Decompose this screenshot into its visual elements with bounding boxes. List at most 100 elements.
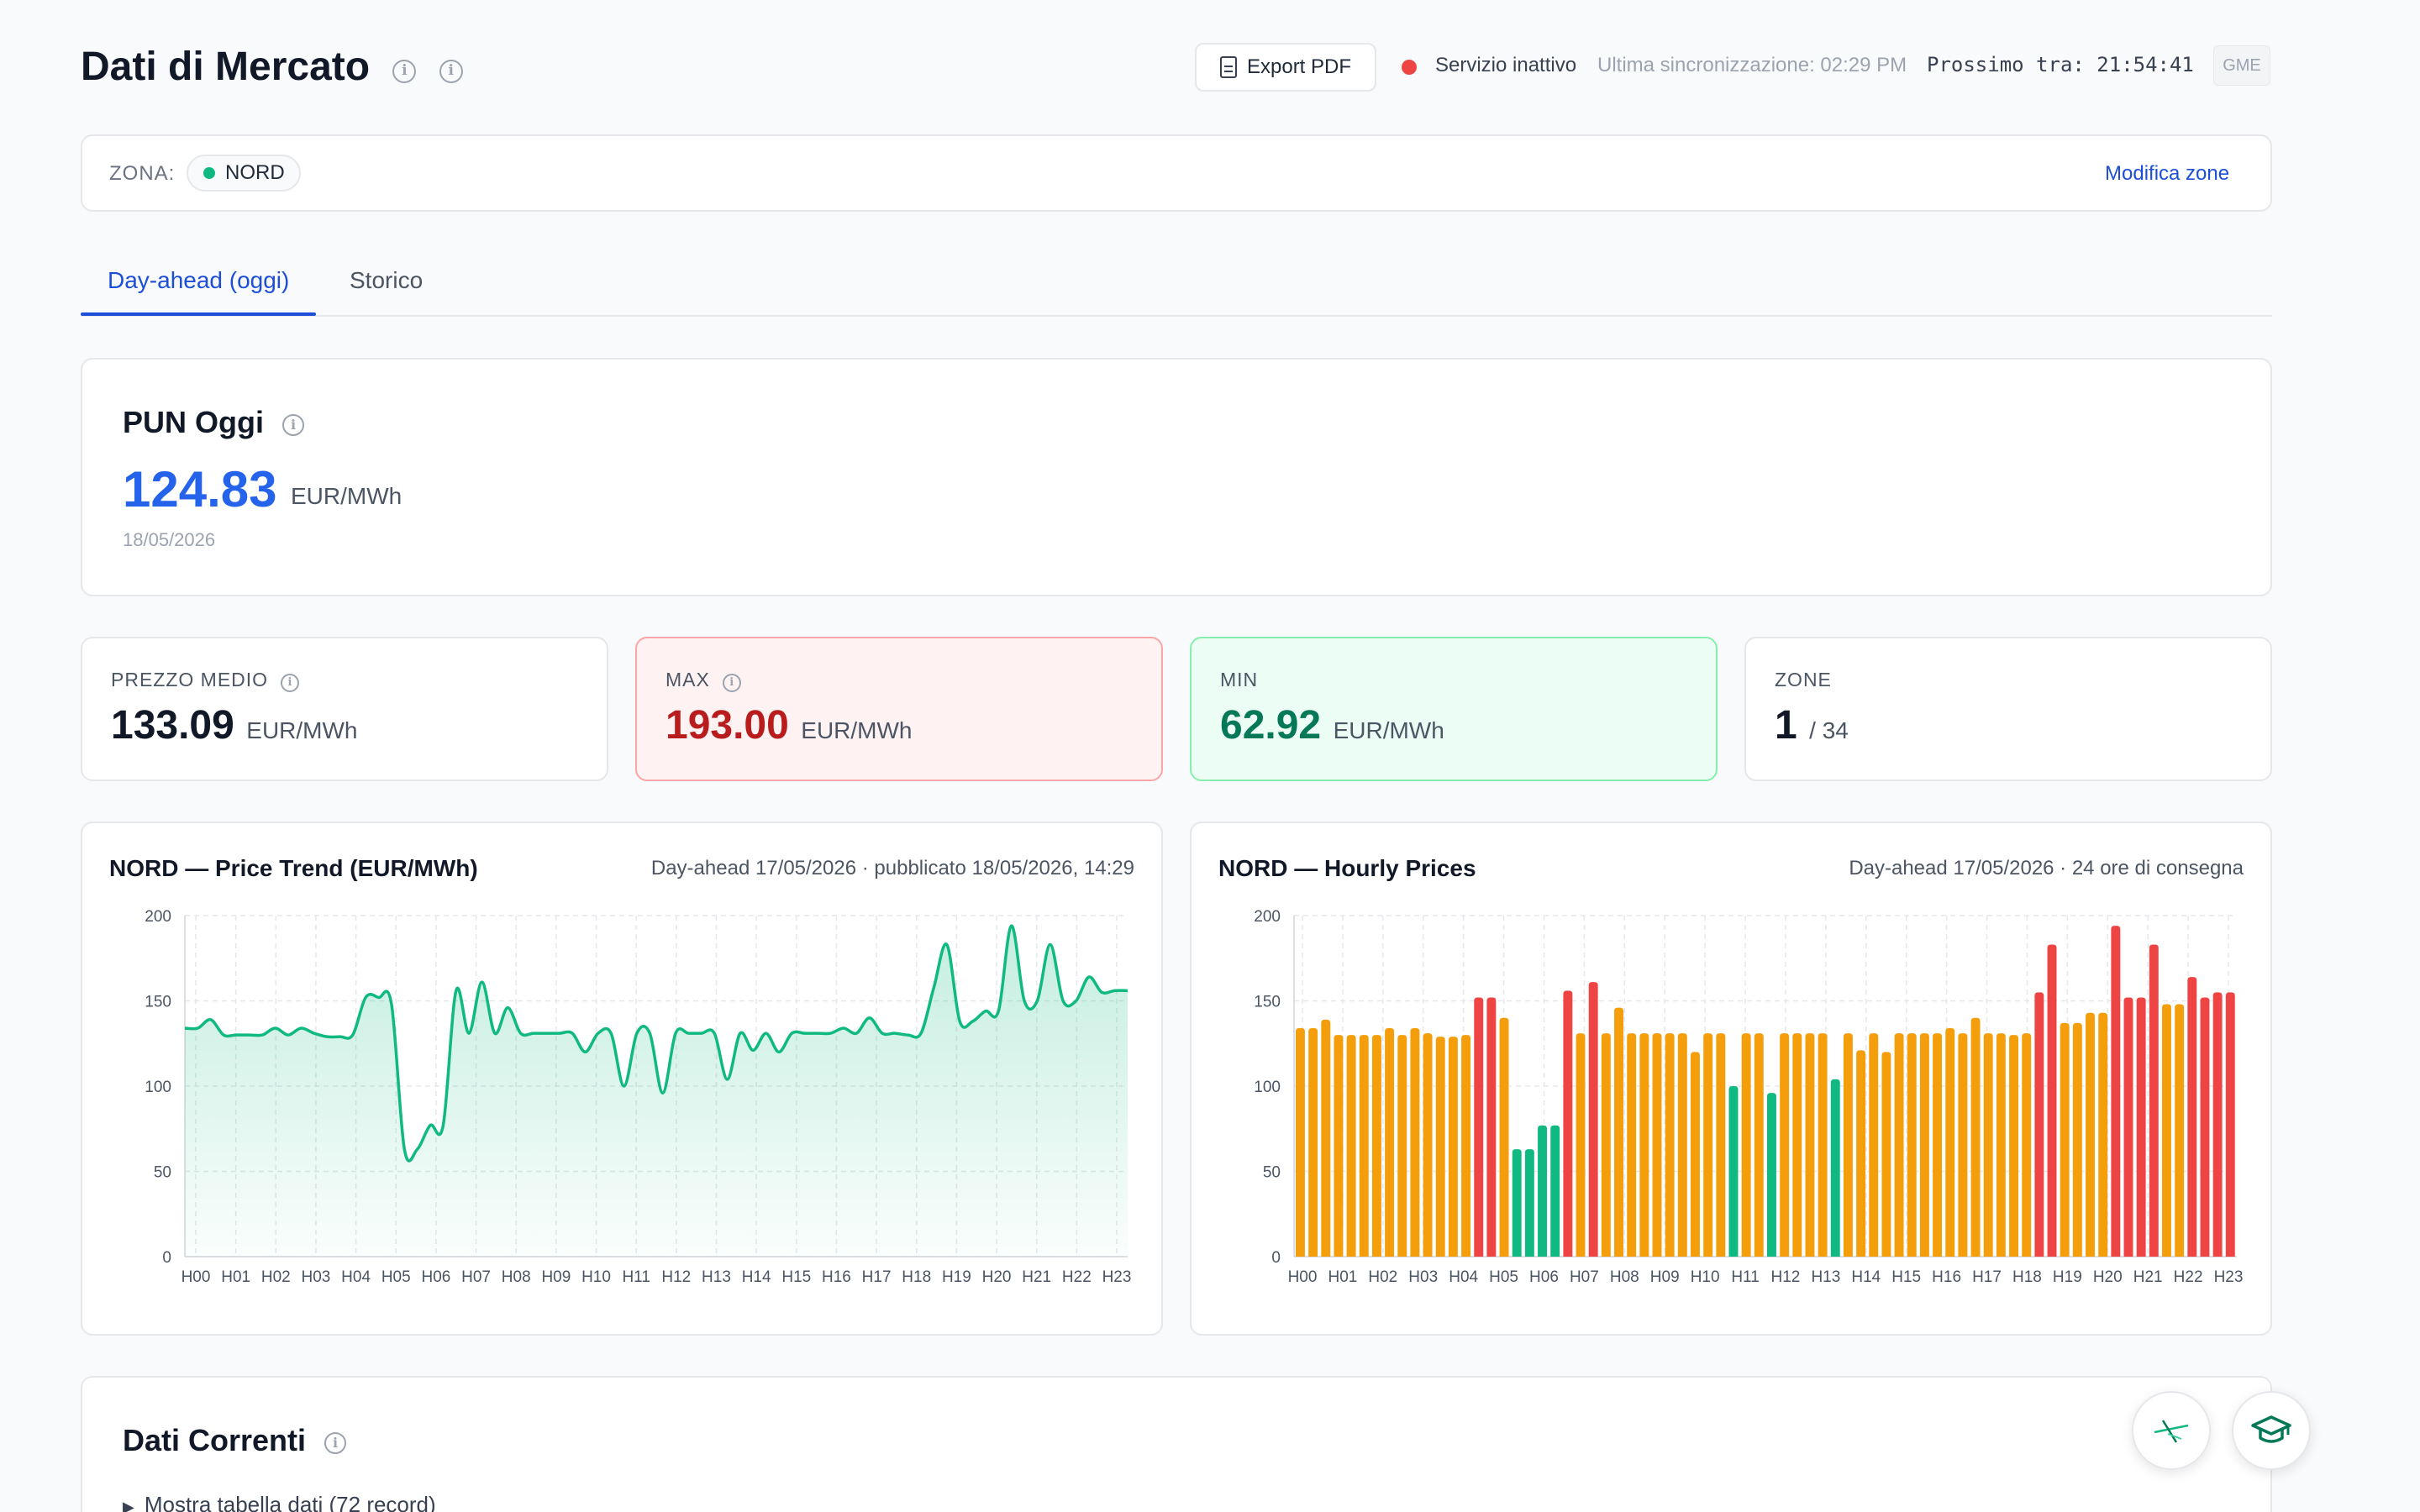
info-icon[interactable]: i xyxy=(439,60,463,83)
x-tick-label: H16 xyxy=(1932,1268,1961,1286)
hourly-prices-subtitle: Day-ahead 17/05/2026 · 24 ore di consegn… xyxy=(1849,857,2244,879)
x-tick-label: H08 xyxy=(502,1268,531,1286)
x-tick-label: H13 xyxy=(702,1268,731,1286)
hourly-bar xyxy=(1881,1052,1891,1257)
tabs-divider xyxy=(81,315,2272,317)
x-tick-label: H08 xyxy=(1610,1268,1639,1286)
x-tick-label: H00 xyxy=(182,1268,211,1286)
hourly-bar xyxy=(1627,1033,1637,1257)
x-tick-label: H20 xyxy=(2093,1268,2123,1286)
current-data-card xyxy=(81,1376,2272,1512)
stat-label-max-text: MAX xyxy=(666,669,710,690)
hourly-bar xyxy=(1716,1033,1726,1257)
hourly-bar xyxy=(2111,926,2121,1257)
x-tick-label: H21 xyxy=(1022,1268,1051,1286)
hourly-bar xyxy=(1652,1033,1662,1257)
hourly-bar xyxy=(1576,1033,1586,1257)
info-icon[interactable]: i xyxy=(282,414,305,436)
pun-title-text: PUN Oggi xyxy=(123,405,264,439)
hourly-bar xyxy=(1843,1033,1853,1257)
hourly-bar xyxy=(1334,1035,1344,1257)
stat-card-min: MIN 62.92 EUR/MWh xyxy=(1190,637,1718,781)
stat-value-zones: 1 xyxy=(1775,703,1797,748)
hourly-prices-title: NORD — Hourly Prices xyxy=(1218,855,1476,881)
tab-storico[interactable]: Storico xyxy=(350,267,424,293)
x-tick-label: H02 xyxy=(261,1268,291,1286)
hourly-bar xyxy=(1397,1035,1407,1257)
info-icon[interactable]: i xyxy=(392,60,417,83)
trend-line xyxy=(184,924,1128,1163)
x-tick-label: H07 xyxy=(1570,1268,1599,1286)
hourly-bar xyxy=(1614,1007,1623,1257)
zone-bar xyxy=(81,134,2272,212)
tab-day-ahead[interactable]: Day-ahead (oggi) xyxy=(108,267,290,293)
hourly-bar xyxy=(1563,990,1573,1257)
hourly-bar xyxy=(2162,1004,2171,1257)
stat-card-zones: ZONE 1 / 34 xyxy=(1744,637,2272,781)
zone-chip-nord[interactable]: NORD xyxy=(187,155,301,192)
x-tick-label: H23 xyxy=(1102,1268,1132,1286)
hourly-bar xyxy=(1856,1050,1866,1257)
hourly-bar xyxy=(1805,1033,1815,1257)
pun-card xyxy=(81,358,2272,596)
hourly-bar xyxy=(2200,997,2210,1257)
hourly-bar xyxy=(1780,1033,1790,1257)
x-tick-label: H17 xyxy=(862,1268,892,1286)
hourly-bar xyxy=(1308,1027,1318,1257)
hourly-prices-chart[interactable]: 0 50 100 150 200 H00 H01 H02 H03 H04 H05 H06 H07 H08 H… xyxy=(1192,823,2274,1337)
x-tick-label: H19 xyxy=(942,1268,971,1286)
hourly-bar xyxy=(1321,1019,1331,1257)
export-pdf-button[interactable]: Export PDF xyxy=(1195,43,1376,92)
stat-value-row: 1 / 34 xyxy=(1775,702,1849,748)
hourly-bar xyxy=(2175,1004,2185,1257)
stat-value-row: 62.92 EUR/MWh xyxy=(1220,702,1444,748)
hourly-bar xyxy=(1754,1033,1764,1257)
x-tick-label: H23 xyxy=(2214,1268,2244,1286)
stat-unit-max: EUR/MWh xyxy=(801,717,913,743)
hourly-bar xyxy=(1677,1033,1687,1257)
pun-date: 18/05/2026 xyxy=(123,529,216,550)
stat-value-row: 133.09 EUR/MWh xyxy=(111,702,358,748)
stat-value-max: 193.00 xyxy=(666,703,789,748)
x-tick-label: H22 xyxy=(1062,1268,1092,1286)
hourly-bar xyxy=(1371,1035,1381,1257)
stat-value-min: 62.92 xyxy=(1220,703,1322,748)
tutorial-button[interactable] xyxy=(2232,1391,2311,1470)
y-tick-label: 150 xyxy=(1254,994,1281,1011)
y-tick-label: 100 xyxy=(1254,1079,1281,1096)
y-tick-label: 50 xyxy=(154,1164,171,1182)
show-data-table-toggle[interactable]: ▶ Mostra tabella dati (72 record) xyxy=(123,1492,436,1512)
x-tick-label: H15 xyxy=(1891,1268,1921,1286)
sparkle-assistant-button[interactable] xyxy=(2132,1391,2211,1470)
modify-zones-link[interactable]: Modifica zone xyxy=(2105,162,2230,185)
x-tick-label: H04 xyxy=(341,1268,371,1286)
x-tick-label: H16 xyxy=(822,1268,851,1286)
y-tick-label: 50 xyxy=(1263,1164,1281,1182)
stat-card-max: MAX i 193.00 EUR/MWh xyxy=(635,637,1163,781)
hourly-bar xyxy=(2047,944,2057,1257)
hourly-bar xyxy=(1919,1033,1929,1257)
info-icon[interactable]: i xyxy=(723,674,742,692)
hourly-bar xyxy=(1830,1079,1840,1257)
y-tick-label: 200 xyxy=(145,908,171,926)
service-status: Servizio inattivo xyxy=(1435,54,1577,76)
hourly-bar xyxy=(1359,1035,1369,1257)
info-icon[interactable]: i xyxy=(281,674,300,692)
hourly-bar xyxy=(1435,1037,1445,1257)
zone-chip-label: NORD xyxy=(225,161,285,184)
price-trend-chart[interactable]: 0 50 100 150 200 H00 H01 H02 H03 H04 H05 H06 H07 H08 H… xyxy=(82,823,1165,1337)
price-trend-subtitle: Day-ahead 17/05/2026 · pubblicato 18/05/… xyxy=(650,857,1134,879)
page-title: Dati di Mercato i i xyxy=(81,40,463,94)
price-trend-card: NORD — Price Trend (EUR/MWh) Day-ahead 1… xyxy=(81,822,1163,1336)
hourly-bar xyxy=(2072,1022,2082,1257)
info-icon[interactable]: i xyxy=(324,1432,347,1454)
hourly-bar xyxy=(1524,1149,1534,1257)
trend-area xyxy=(185,926,1128,1257)
hourly-bar xyxy=(1346,1035,1356,1257)
x-tick-label: H05 xyxy=(1489,1268,1518,1286)
y-tick-label: 0 xyxy=(162,1249,171,1267)
x-tick-label: H03 xyxy=(302,1268,331,1286)
hourly-bar xyxy=(1703,1033,1713,1257)
x-tick-label: H22 xyxy=(2174,1268,2203,1286)
x-tick-label: H19 xyxy=(2053,1268,2082,1286)
